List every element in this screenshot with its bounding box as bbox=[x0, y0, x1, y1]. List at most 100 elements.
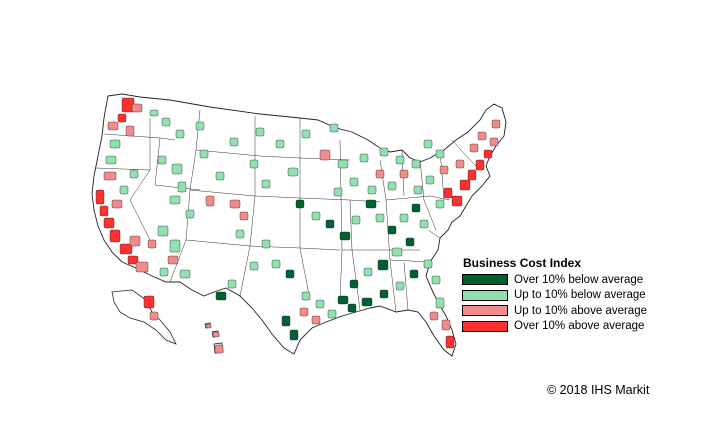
metro-area bbox=[177, 181, 187, 193]
legend-item-red: Over 10% above average bbox=[462, 319, 647, 335]
metro-area bbox=[212, 331, 220, 338]
metro-area bbox=[295, 199, 305, 209]
metro-area bbox=[391, 247, 403, 257]
metro-area bbox=[379, 289, 389, 299]
metro-area bbox=[214, 344, 224, 354]
metro-area bbox=[365, 199, 377, 209]
metro-area bbox=[229, 199, 241, 209]
metro-area bbox=[451, 195, 463, 207]
metro-area bbox=[281, 315, 291, 327]
metro-area bbox=[349, 279, 359, 289]
metro-area bbox=[395, 155, 405, 165]
legend-swatch bbox=[462, 289, 508, 301]
metro-area bbox=[439, 165, 449, 175]
metro-area bbox=[111, 199, 123, 209]
metro-area bbox=[271, 259, 281, 269]
metro-area bbox=[149, 109, 159, 117]
metro-area bbox=[169, 195, 181, 205]
metro-area bbox=[361, 297, 373, 307]
metro-area bbox=[459, 179, 471, 191]
metro-area bbox=[435, 199, 445, 209]
metro-area bbox=[483, 149, 493, 159]
metro-area bbox=[239, 211, 249, 221]
metro-area bbox=[489, 137, 499, 147]
metro-area bbox=[205, 323, 212, 329]
legend-label: Over 10% below average bbox=[514, 273, 644, 286]
metro-area bbox=[423, 139, 433, 149]
metro-area bbox=[131, 103, 143, 113]
metro-area bbox=[431, 275, 441, 285]
metro-area bbox=[129, 169, 139, 179]
metro-area bbox=[135, 261, 149, 273]
metro-area bbox=[205, 195, 215, 207]
legend-label: Up to 10% above average bbox=[514, 304, 647, 317]
metro-area bbox=[399, 213, 409, 223]
metro-area bbox=[351, 215, 361, 225]
legend-swatch bbox=[462, 274, 508, 286]
metro-area bbox=[249, 159, 259, 169]
metro-area bbox=[249, 261, 259, 271]
metro-area bbox=[315, 299, 325, 309]
metro-area bbox=[143, 295, 155, 309]
metro-area bbox=[199, 149, 209, 159]
metro-area bbox=[171, 163, 183, 175]
legend-label: Up to 10% below average bbox=[514, 289, 646, 302]
legend: Business Cost Index Over 10% below avera… bbox=[462, 256, 647, 334]
metro-area bbox=[399, 169, 409, 179]
metro-area bbox=[301, 129, 311, 139]
metro-area bbox=[467, 169, 477, 181]
metro-area bbox=[311, 211, 321, 221]
metro-area bbox=[261, 239, 271, 249]
metro-area bbox=[261, 179, 271, 189]
metro-area bbox=[443, 187, 453, 199]
metro-area bbox=[425, 175, 435, 185]
metro-area bbox=[379, 147, 389, 157]
metro-area bbox=[395, 281, 405, 291]
metro-area bbox=[337, 159, 349, 169]
metro-area bbox=[409, 269, 419, 279]
metro-area bbox=[127, 255, 139, 265]
metro-area bbox=[337, 295, 349, 305]
legend-swatch bbox=[462, 320, 508, 332]
metro-area bbox=[169, 239, 181, 253]
metro-area bbox=[215, 291, 227, 301]
metro-area bbox=[107, 121, 119, 131]
metro-area bbox=[475, 159, 485, 171]
metro-area bbox=[235, 229, 245, 239]
metro-area bbox=[325, 219, 335, 229]
metro-area bbox=[333, 187, 343, 197]
metro-area bbox=[435, 297, 445, 309]
metro-area bbox=[285, 269, 295, 279]
metro-area bbox=[419, 219, 429, 229]
metro-area bbox=[491, 119, 501, 129]
metro-areas bbox=[95, 97, 501, 354]
metro-area bbox=[117, 113, 127, 123]
metro-area bbox=[411, 159, 421, 169]
metro-area bbox=[469, 143, 479, 153]
metro-area bbox=[175, 129, 185, 139]
metro-area bbox=[255, 127, 265, 137]
metro-area bbox=[119, 243, 133, 255]
metro-area bbox=[129, 235, 141, 247]
metro-area bbox=[299, 307, 309, 317]
metro-area bbox=[377, 259, 389, 271]
metro-area bbox=[159, 267, 169, 277]
copyright: © 2018 IHS Markit bbox=[547, 383, 650, 397]
legend-label: Over 10% above average bbox=[514, 320, 645, 333]
metro-area bbox=[435, 149, 445, 159]
metro-area bbox=[311, 315, 321, 325]
metro-area bbox=[185, 209, 195, 219]
state-borders bbox=[95, 109, 481, 313]
metro-area bbox=[215, 171, 225, 181]
metro-area bbox=[167, 255, 179, 265]
metro-area bbox=[387, 181, 397, 191]
legend-item-light-red: Up to 10% above average bbox=[462, 303, 647, 319]
metro-area bbox=[327, 309, 337, 319]
metro-area bbox=[411, 203, 421, 213]
metro-area bbox=[441, 319, 451, 331]
metro-area bbox=[195, 121, 205, 131]
metro-area bbox=[105, 155, 117, 165]
metro-area bbox=[363, 267, 373, 277]
metro-area bbox=[405, 237, 415, 247]
metro-area bbox=[423, 259, 433, 269]
